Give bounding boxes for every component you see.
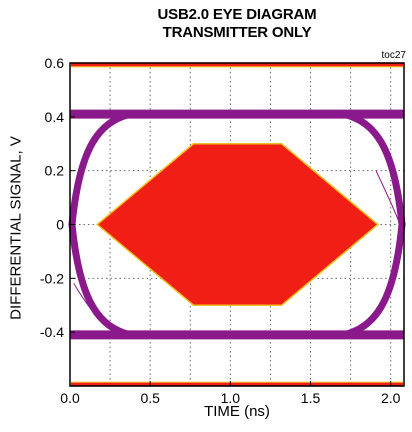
mask-layer xyxy=(96,143,380,306)
y-tick-label-1: 0.4 xyxy=(45,109,65,125)
trace-stray-right xyxy=(375,170,401,225)
y-tick-label-5: -0.4 xyxy=(40,324,64,340)
chart-title-line2: TRANSMITTER ONLY xyxy=(162,24,312,41)
y-tick-label-4: -0.2 xyxy=(40,270,64,286)
limit-band-layer xyxy=(71,62,403,387)
trace-right-fall-to-low xyxy=(340,221,406,339)
y-tick-label-2: 0.2 xyxy=(45,163,65,179)
trace-stray-left xyxy=(73,283,131,336)
x-tick-label-4: 2.0 xyxy=(381,390,401,406)
figure-annotation: toc27 xyxy=(381,50,406,61)
x-tick-label-1: 0.5 xyxy=(140,390,160,406)
tick-layer: 0.0 0.5 1.0 1.5 2.0 0.6 0.4 0.2 0 -0.2 -0.4 xyxy=(40,55,401,406)
x-tick-label-0: 0.0 xyxy=(60,390,80,406)
trace-right-rise-to-high xyxy=(340,110,406,228)
trace-left-fall-to-low xyxy=(68,221,134,339)
trace-left-rise-to-high xyxy=(68,110,134,228)
y-tick-label-0: 0.6 xyxy=(45,55,65,71)
trace-layer xyxy=(68,109,406,340)
x-tick-label-2: 1.0 xyxy=(221,390,241,406)
x-tick-label-3: 1.5 xyxy=(301,390,321,406)
y-tick-label-3: 0 xyxy=(56,217,64,233)
compliance-mask xyxy=(96,143,380,306)
x-axis-label: TIME (ns) xyxy=(204,403,270,420)
chart-title-line1: USB2.0 EYE DIAGRAM xyxy=(157,6,317,23)
